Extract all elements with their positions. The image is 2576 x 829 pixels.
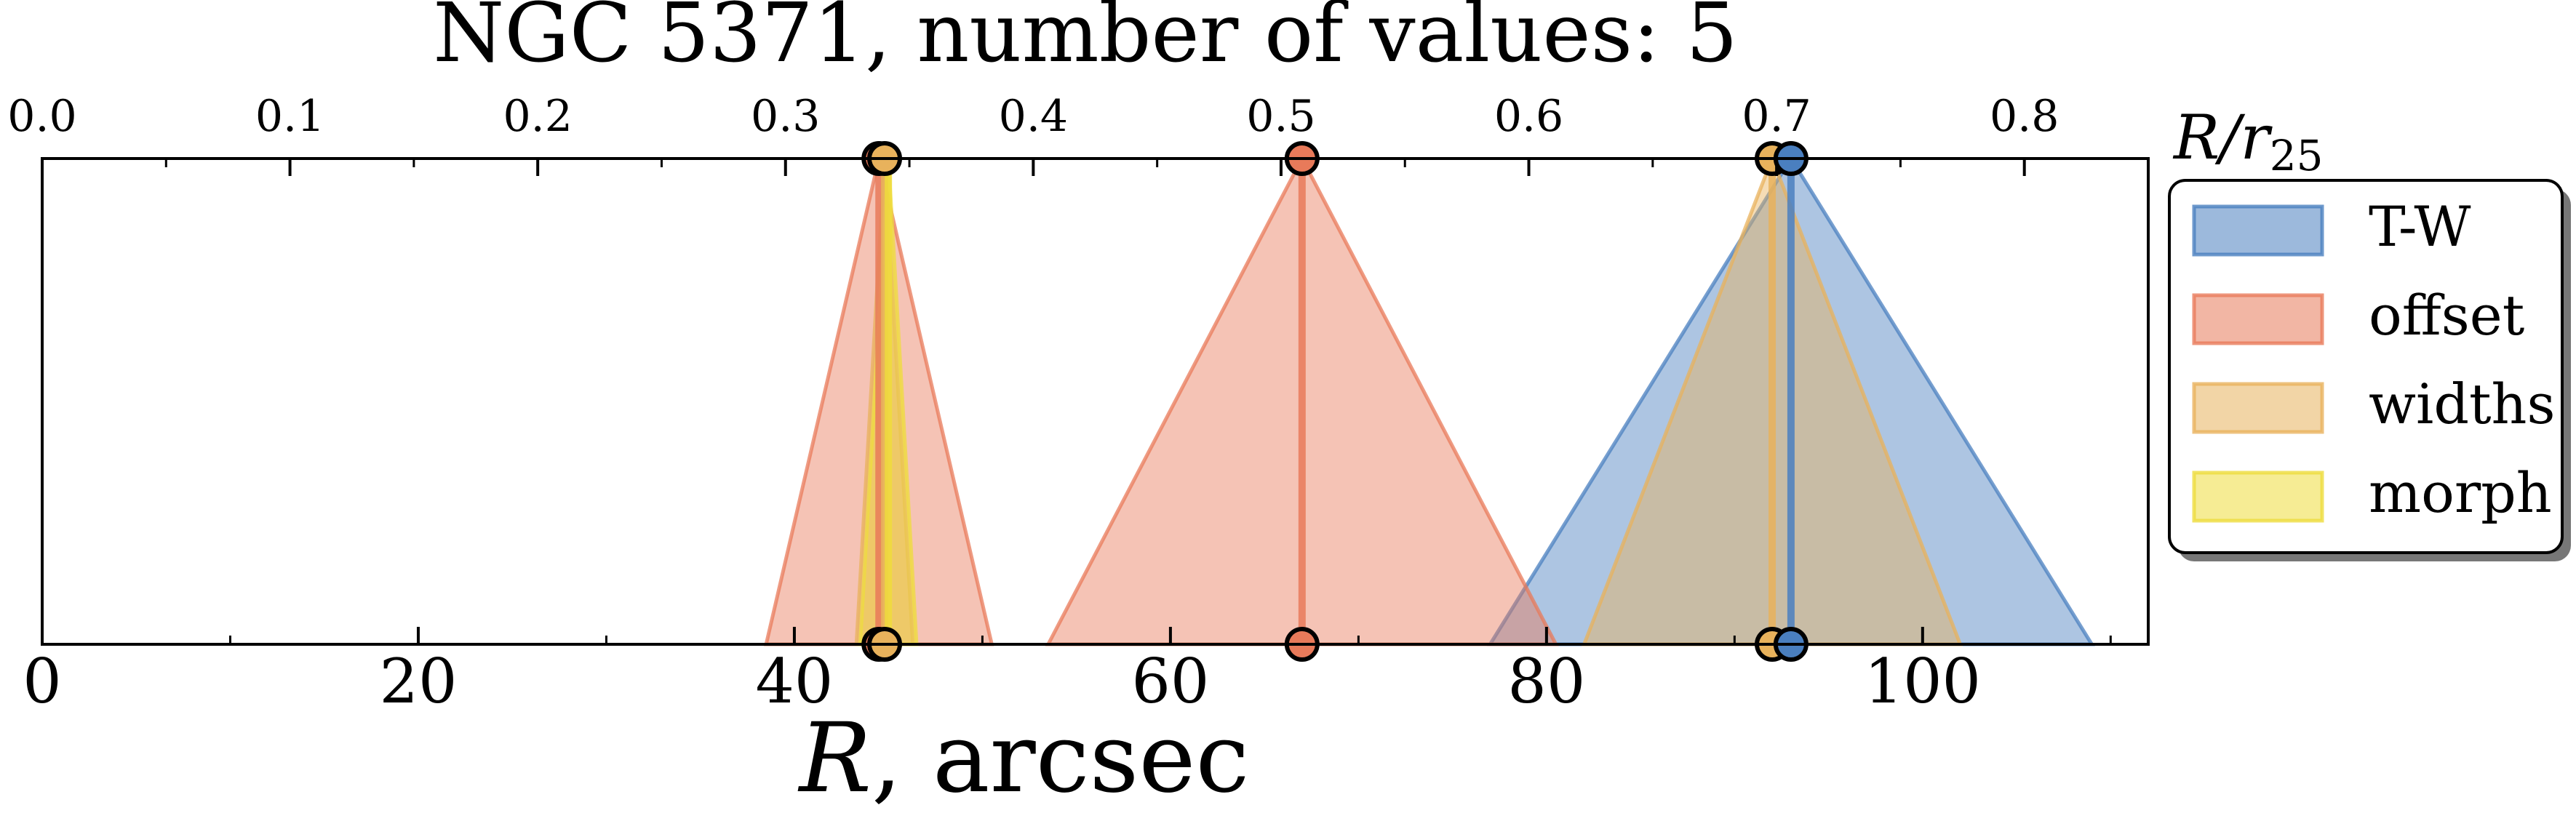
- top-tick-label-7: 0.7: [1742, 91, 1811, 142]
- top-tick-label-0: 0.0: [7, 91, 76, 142]
- bottom-tick-label-4: 80: [1507, 646, 1585, 717]
- legend-label-offset: offset: [2369, 283, 2524, 348]
- plot-frame: [41, 157, 2150, 646]
- top-tick-label-6: 0.6: [1494, 91, 1563, 142]
- x-axis-label-var: R: [798, 702, 872, 814]
- top-tick-label-8: 0.8: [1990, 91, 2059, 142]
- top-axis: 0.0 0.1 0.2 0.3 0.4 0.5 0.6 0.7 0.8: [7, 91, 2150, 176]
- legend-swatch-widths: [2192, 382, 2324, 434]
- top-tick-label-1: 0.1: [255, 91, 324, 142]
- bottom-tick-label-5: 100: [1865, 646, 1981, 717]
- centerlines-layer: [875, 159, 1795, 644]
- top-tick-label-2: 0.2: [503, 91, 572, 142]
- legend-label-widths: widths: [2369, 372, 2556, 436]
- top-axis-label-sub: 25: [2270, 131, 2324, 180]
- top-tick-label-5: 0.5: [1246, 91, 1315, 142]
- bands-layer: [764, 153, 2095, 646]
- top-axis-label-main: R/r: [2172, 102, 2273, 173]
- legend-label-morph: morph: [2369, 460, 2552, 525]
- bottom-tick-label-0: 0: [23, 646, 61, 717]
- top-axis-label: R/r25: [2172, 102, 2324, 180]
- x-axis-label-unit: , arcsec: [872, 702, 1249, 814]
- top-tick-label-4: 0.4: [999, 91, 1068, 142]
- top-tick-label-3: 0.3: [751, 91, 820, 142]
- legend-swatch-morph: [2192, 470, 2324, 523]
- legend: T-W offset widths morph: [2168, 179, 2571, 561]
- legend-box: [2168, 179, 2564, 554]
- bottom-tick-label-1: 20: [380, 646, 458, 717]
- chart-title: NGC 5371, number of values: 5: [433, 0, 1737, 81]
- bottom-tick-label-2: 40: [755, 646, 833, 717]
- legend-swatch-T-W: [2192, 204, 2324, 257]
- legend-swatch-offset: [2192, 293, 2324, 345]
- x-axis-label: R, arcsec: [798, 702, 1250, 814]
- bottom-tick-label-3: 60: [1131, 646, 1209, 717]
- bottom-axis: 0 20 40 60 80 100: [23, 627, 2112, 717]
- legend-label-T-W: T-W: [2369, 194, 2471, 259]
